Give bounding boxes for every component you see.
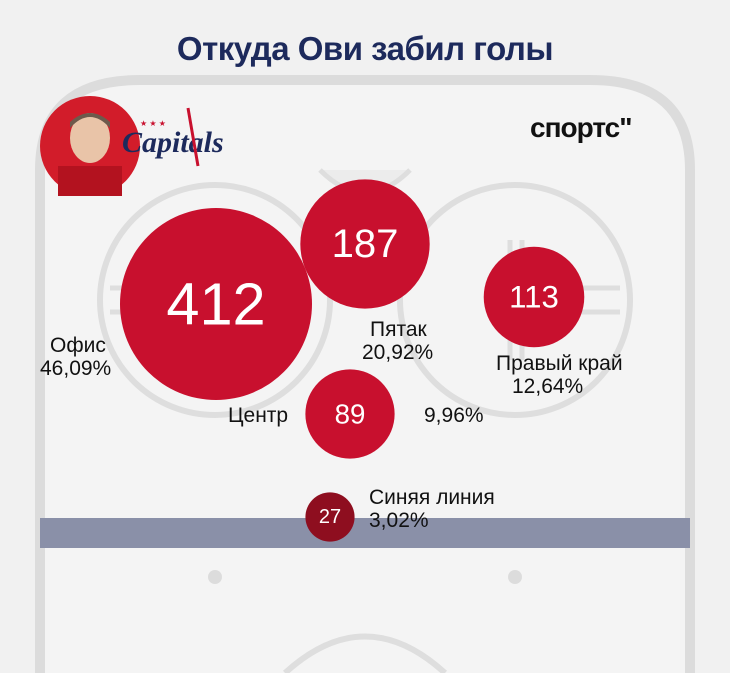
zone-name: Офис xyxy=(50,334,106,357)
zone-name-centr: Центр xyxy=(228,404,289,427)
brand-logo: спортс" xyxy=(530,112,633,143)
bubble-0 xyxy=(120,208,312,400)
label-praviy-krai: Правый край 12,64% xyxy=(496,352,623,398)
player-avatar xyxy=(40,96,140,196)
zone-percent: 20,92% xyxy=(362,341,434,364)
bubble-value-3: 89 xyxy=(335,399,366,430)
page-title: Откуда Ови забил голы xyxy=(176,30,554,67)
label-ofis: Офис 46,09% xyxy=(40,334,111,380)
bubble-value-4: 27 xyxy=(319,506,341,528)
bubble-value-1: 187 xyxy=(332,222,399,266)
zone-name: Пятак xyxy=(370,318,427,341)
label-sinyaya-liniya: Синяя линия 3,02% xyxy=(369,486,495,532)
zone-percent: 3,02% xyxy=(369,509,429,532)
team-logo-text: Capitals xyxy=(122,126,224,159)
bubble-2 xyxy=(483,246,585,348)
svg-text:★ ★ ★: ★ ★ ★ xyxy=(140,119,166,128)
zone-percent-centr: 9,96% xyxy=(424,404,484,427)
team-logo: Capitals ★ ★ ★ xyxy=(122,107,224,167)
bubble-value-2: 113 xyxy=(509,280,559,315)
zone-percent: 46,09% xyxy=(40,357,112,380)
bubble-value-0: 412 xyxy=(166,271,265,338)
label-pyatak: Пятак 20,92% xyxy=(362,318,433,364)
zone-percent: 12,64% xyxy=(512,375,584,398)
zone-name: Правый край xyxy=(496,352,623,375)
blue-line xyxy=(40,518,690,548)
zone-name: Синяя линия xyxy=(369,486,495,509)
bubble-3 xyxy=(305,369,395,459)
bubble-1 xyxy=(300,179,430,309)
bubble-4 xyxy=(305,492,355,542)
